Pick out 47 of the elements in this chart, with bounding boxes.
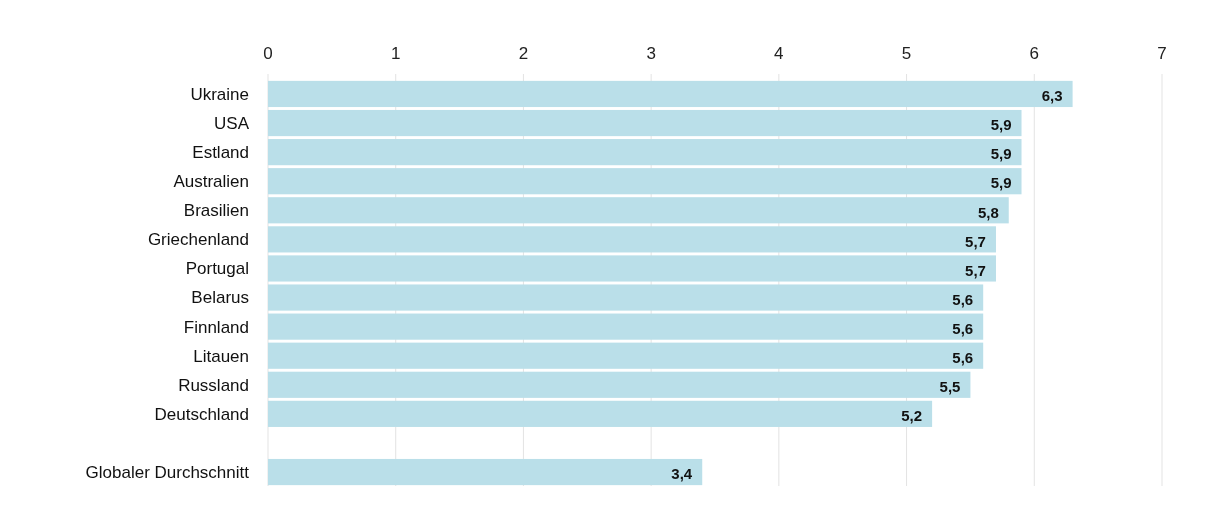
x-tick-label: 7: [1157, 44, 1167, 63]
bar: [268, 400, 933, 427]
data-label: 6,3: [1041, 87, 1063, 105]
bar: [268, 342, 984, 369]
x-tick-label: 4: [774, 44, 784, 63]
x-tick-label: 2: [518, 44, 529, 63]
y-tick-label: Australien: [173, 172, 249, 192]
y-tick-label: Litauen: [193, 346, 249, 366]
y-tick-label: Griechenland: [147, 230, 249, 250]
y-tick-label: Ukraine: [190, 84, 249, 104]
y-tick-label: Globaler Durchschnitt: [85, 462, 250, 482]
bar: [268, 458, 703, 486]
data-label: 5,6: [952, 348, 974, 366]
bar: [268, 313, 984, 340]
bar: [268, 109, 1022, 137]
y-tick-label: Russland: [178, 375, 249, 395]
y-tick-label: Estland: [192, 143, 249, 163]
data-label: 5,6: [952, 290, 974, 308]
data-label: 5,9: [990, 145, 1012, 163]
bar: [268, 284, 984, 311]
data-label: 5,7: [965, 232, 986, 250]
bar: [268, 197, 1009, 224]
x-tick-label: 6: [1029, 44, 1040, 63]
x-tick-label: 0: [263, 44, 273, 63]
data-label: 3,4: [671, 465, 693, 483]
y-tick-label: Deutschland: [154, 404, 249, 424]
y-tick-label: USA: [214, 113, 250, 133]
data-label: 5,2: [901, 407, 923, 425]
data-label: 5,8: [977, 203, 999, 221]
x-tick-label: 3: [646, 44, 656, 63]
y-tick-label: Brasilien: [183, 201, 249, 221]
data-label: 5,9: [990, 174, 1012, 192]
bar: [268, 255, 996, 282]
bar: [268, 80, 1073, 108]
data-label: 5,9: [990, 116, 1012, 134]
bar: [268, 226, 996, 253]
y-tick-label: Belarus: [191, 288, 249, 308]
x-tick-label: 1: [390, 44, 401, 63]
y-tick-label: Finnland: [183, 317, 249, 337]
y-tick-label: Portugal: [185, 259, 249, 279]
data-label: 5,6: [952, 319, 974, 337]
bar: [268, 139, 1022, 166]
bar: [268, 371, 971, 398]
x-tick-label: 5: [901, 44, 912, 63]
bar: [268, 168, 1022, 195]
data-label: 5,7: [965, 261, 986, 279]
data-label: 5,5: [939, 378, 961, 396]
